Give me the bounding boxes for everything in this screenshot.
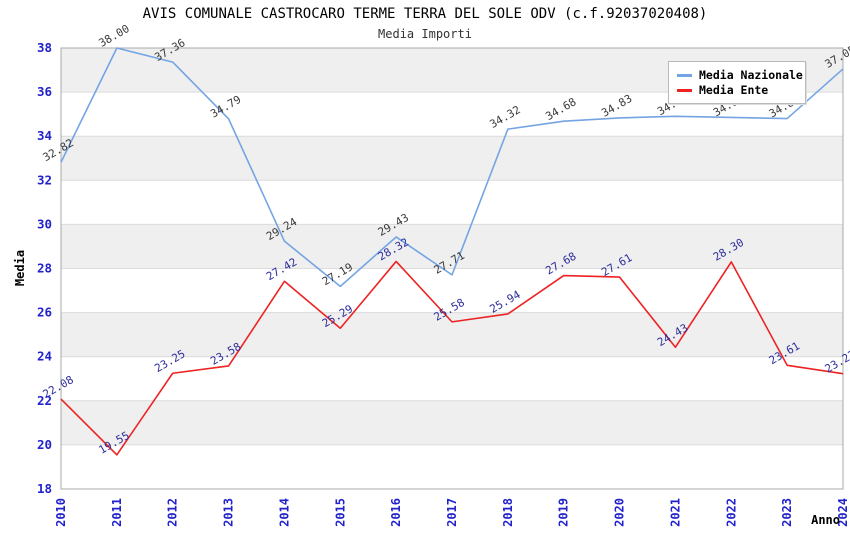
grid-band <box>61 224 843 269</box>
y-tick-label: 30 <box>37 216 52 231</box>
x-tick-label: 2010 <box>54 498 68 527</box>
data-label-media-nazionale: 37.05 <box>823 43 850 71</box>
x-tick-label: 2015 <box>333 498 347 527</box>
y-tick-label: 18 <box>37 481 52 496</box>
media-nazionale-line-swatch-icon <box>677 73 692 77</box>
x-tick-label: 2014 <box>277 498 291 527</box>
x-tick-label: 2012 <box>166 498 180 527</box>
series-lines <box>60 47 844 456</box>
data-label-media-nazionale: 38.00 <box>97 22 132 50</box>
grid-band <box>61 444 843 489</box>
x-tick-label: 2011 <box>110 498 124 527</box>
legend-item-media-nazionale: Media Nazionale <box>677 68 805 82</box>
series-line-media-nazionale <box>60 47 844 288</box>
y-tick-label: 24 <box>37 349 52 364</box>
grid-band <box>61 180 843 225</box>
y-tick-label: 38 <box>37 40 52 55</box>
x-tick-label: 2018 <box>501 498 515 527</box>
series-line-media-ente <box>60 260 844 456</box>
x-tick-label: 2021 <box>668 498 682 527</box>
x-tick-label: 2013 <box>222 498 236 527</box>
x-tick-label: 2023 <box>780 498 794 527</box>
grid-band <box>61 356 843 401</box>
x-tick-label: 2017 <box>445 498 459 527</box>
y-tick-label: 36 <box>37 84 52 99</box>
grid-band <box>61 400 843 445</box>
x-tick-label: 2019 <box>557 498 571 527</box>
y-axis-title: Media <box>13 250 27 286</box>
legend-label-media-ente: Media Ente <box>699 83 769 97</box>
grid-band <box>61 312 843 357</box>
y-tick-label: 20 <box>37 437 52 452</box>
y-tick-label: 28 <box>37 261 52 276</box>
chart-title: AVIS COMUNALE CASTROCARO TERME TERRA DEL… <box>142 6 708 22</box>
y-axis-ticks: 18 20 22 24 26 28 30 32 34 36 38 <box>37 40 52 496</box>
grid-band <box>61 136 843 181</box>
legend: Media Nazionale Media Ente <box>668 61 806 104</box>
x-tick-label: 2016 <box>389 498 403 527</box>
legend-label-media-nazionale: Media Nazionale <box>699 68 803 82</box>
legend-item-media-ente: Media Ente <box>677 83 805 97</box>
x-axis-ticks: 2010 2011 2012 2013 2014 2015 2016 2017 2018 2019… <box>54 498 850 527</box>
x-axis-title: Anno <box>811 513 840 527</box>
chart-subtitle: Media Importi <box>378 27 472 41</box>
y-tick-label: 34 <box>37 128 52 143</box>
x-tick-label: 2020 <box>613 498 627 527</box>
x-tick-label: 2024 <box>836 498 850 527</box>
y-tick-label: 32 <box>37 172 52 187</box>
grid-bands <box>61 48 843 489</box>
x-tick-label: 2022 <box>724 498 738 527</box>
y-tick-label: 22 <box>37 393 52 408</box>
plot-border-rect <box>60 47 844 490</box>
y-tick-label: 26 <box>37 305 52 320</box>
media-ente-line-swatch-icon <box>677 88 692 92</box>
plot-border <box>60 47 844 490</box>
